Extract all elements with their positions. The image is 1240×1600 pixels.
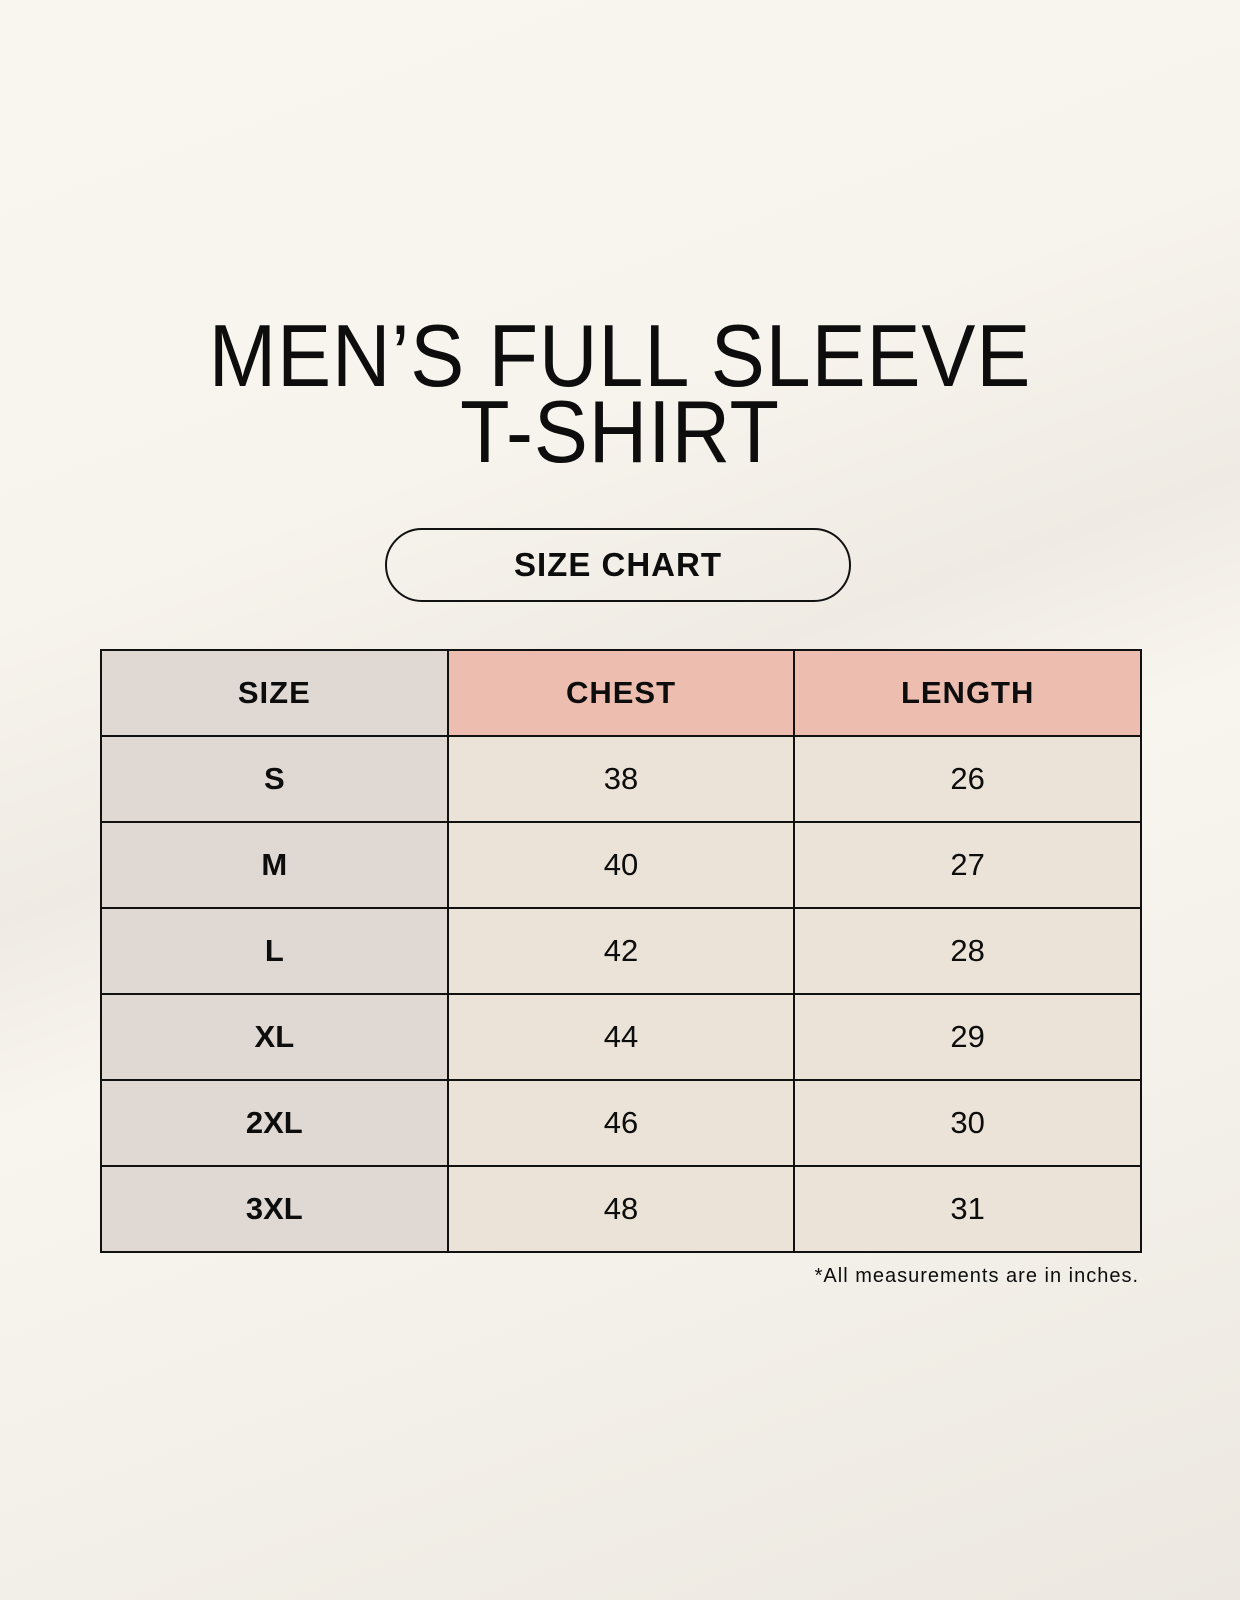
size-cell: XL bbox=[100, 993, 449, 1081]
length-cell: 26 bbox=[793, 735, 1142, 823]
length-cell: 28 bbox=[793, 907, 1142, 995]
title-line-2: T-SHIRT bbox=[460, 382, 780, 481]
size-cell: L bbox=[100, 907, 449, 995]
table-row: XL 44 29 bbox=[100, 993, 1142, 1081]
table-row: 3XL 48 31 bbox=[100, 1165, 1142, 1253]
table-row: L 42 28 bbox=[100, 907, 1142, 995]
size-chart-label: SIZE CHART bbox=[385, 528, 851, 602]
length-cell: 30 bbox=[793, 1079, 1142, 1167]
header-chest: CHEST bbox=[446, 649, 796, 737]
length-cell: 27 bbox=[793, 821, 1142, 909]
chest-cell: 48 bbox=[446, 1165, 796, 1253]
size-cell: S bbox=[100, 735, 449, 823]
chest-cell: 40 bbox=[446, 821, 796, 909]
page-title: MEN’S FULL SLEEVE T-SHIRT bbox=[50, 306, 1191, 481]
size-cell: 3XL bbox=[100, 1165, 449, 1253]
chest-cell: 44 bbox=[446, 993, 796, 1081]
size-table: SIZE CHEST LENGTH S 38 26 M 40 27 L 42 28 XL 44 29 2… bbox=[100, 649, 1142, 1253]
table-row: 2XL 46 30 bbox=[100, 1079, 1142, 1167]
chest-cell: 46 bbox=[446, 1079, 796, 1167]
chest-cell: 42 bbox=[446, 907, 796, 995]
table-header-row: SIZE CHEST LENGTH bbox=[100, 649, 1142, 737]
table-row: S 38 26 bbox=[100, 735, 1142, 823]
header-size: SIZE bbox=[100, 649, 449, 737]
length-cell: 31 bbox=[793, 1165, 1142, 1253]
size-cell: 2XL bbox=[100, 1079, 449, 1167]
table-row: M 40 27 bbox=[100, 821, 1142, 909]
header-length: LENGTH bbox=[793, 649, 1142, 737]
title-line-1: MEN’S FULL SLEEVE bbox=[208, 306, 1032, 405]
footnote: *All measurements are in inches. bbox=[814, 1265, 1139, 1287]
chest-cell: 38 bbox=[446, 735, 796, 823]
size-cell: M bbox=[100, 821, 449, 909]
length-cell: 29 bbox=[793, 993, 1142, 1081]
